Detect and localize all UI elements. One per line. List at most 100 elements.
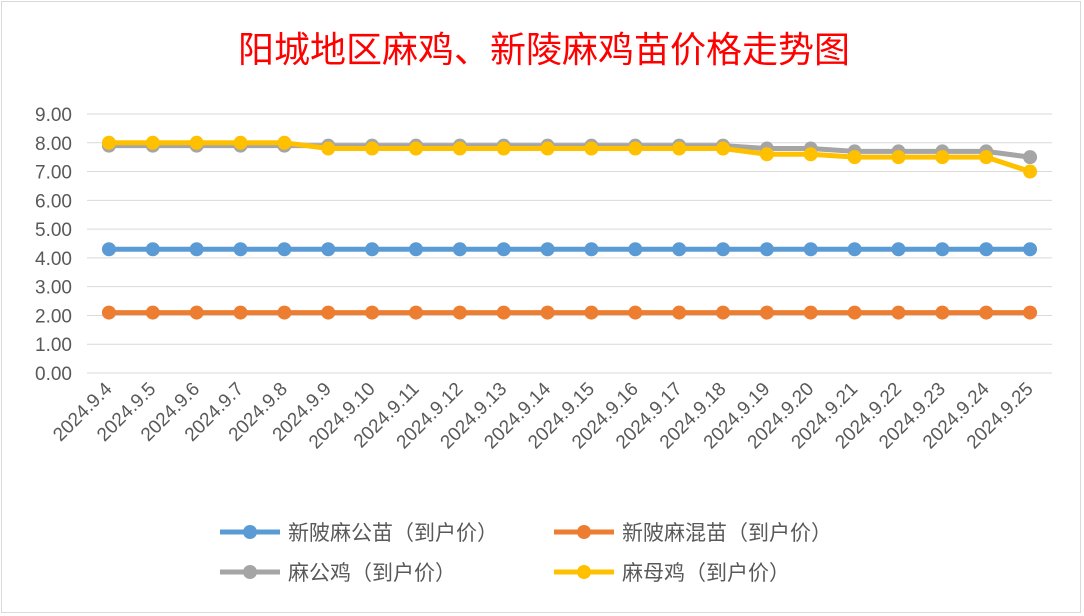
- y-tick-label: 4.00: [35, 249, 72, 270]
- data-point: [408, 242, 423, 257]
- data-point: [935, 242, 950, 257]
- data-point: [628, 242, 643, 257]
- data-point: [145, 242, 160, 257]
- data-point: [277, 305, 292, 320]
- data-point: [540, 141, 555, 156]
- legend-item: 新陂麻混苗（到户价）: [554, 521, 832, 545]
- data-point: [935, 305, 950, 320]
- data-point: [452, 141, 467, 156]
- legend-item: 麻母鸡（到户价）: [554, 561, 790, 585]
- legend-marker: [243, 525, 257, 539]
- data-point: [101, 135, 116, 150]
- data-point: [321, 242, 336, 257]
- data-point: [759, 305, 774, 320]
- data-point: [540, 305, 555, 320]
- data-point: [277, 135, 292, 150]
- data-point: [365, 242, 380, 257]
- x-axis-tick-labels: 2024.9.42024.9.52024.9.62024.9.72024.9.8…: [49, 378, 1037, 453]
- y-tick-label: 2.00: [35, 306, 72, 327]
- y-tick-label: 7.00: [35, 163, 72, 184]
- data-point: [189, 242, 204, 257]
- y-tick-label: 5.00: [35, 220, 72, 241]
- data-point: [496, 305, 511, 320]
- data-point: [891, 305, 906, 320]
- series-line: [108, 140, 1031, 174]
- data-point: [145, 135, 160, 150]
- data-point: [321, 305, 336, 320]
- data-point: [365, 305, 380, 320]
- data-point: [540, 242, 555, 257]
- gridlines: [87, 113, 1052, 374]
- data-point: [233, 242, 248, 257]
- data-point: [759, 242, 774, 257]
- data-point: [759, 147, 774, 162]
- y-tick-label: 8.00: [35, 134, 72, 155]
- series-2: [101, 305, 1038, 320]
- data-point: [321, 141, 336, 156]
- data-point: [628, 305, 643, 320]
- series-line: [108, 143, 1031, 160]
- chart-title: 阳城地区麻鸡、新陵麻鸡苗价格走势图: [238, 30, 850, 71]
- y-axis-tick-labels: 0.00 1.00 2.00 3.00 4.00 5.00 6.00 7.00 8.00 9.00: [35, 105, 72, 385]
- series-lines: [101, 135, 1038, 320]
- data-point: [672, 242, 687, 257]
- data-point: [452, 305, 467, 320]
- legend-label: 麻母鸡（到户价）: [622, 561, 790, 585]
- legend-label: 麻公鸡（到户价）: [288, 561, 456, 585]
- data-point: [628, 141, 643, 156]
- data-point: [408, 141, 423, 156]
- y-tick-label: 0.00: [35, 364, 72, 385]
- legend-marker: [243, 565, 257, 579]
- series-4: [101, 135, 1038, 179]
- data-point: [1023, 150, 1038, 165]
- data-point: [979, 305, 994, 320]
- data-point: [408, 305, 423, 320]
- data-point: [847, 150, 862, 165]
- data-point: [979, 150, 994, 165]
- y-tick-label: 1.00: [35, 335, 72, 356]
- data-point: [891, 150, 906, 165]
- data-point: [1023, 242, 1038, 257]
- data-point: [847, 305, 862, 320]
- legend-label: 新陂麻混苗（到户价）: [622, 521, 832, 545]
- data-point: [365, 141, 380, 156]
- data-point: [189, 305, 204, 320]
- data-point: [101, 305, 116, 320]
- data-point: [452, 242, 467, 257]
- data-point: [1023, 164, 1038, 179]
- series-1: [101, 242, 1038, 257]
- y-tick-label: 6.00: [35, 191, 72, 212]
- data-point: [803, 147, 818, 162]
- data-point: [935, 150, 950, 165]
- legend-marker: [577, 525, 591, 539]
- data-point: [803, 242, 818, 257]
- data-point: [716, 305, 731, 320]
- data-point: [101, 242, 116, 257]
- data-point: [716, 141, 731, 156]
- data-point: [803, 305, 818, 320]
- data-point: [1023, 305, 1038, 320]
- legend: 新陂麻公苗（到户价） 新陂麻混苗（到户价） 麻公鸡（到户价） 麻母鸡（到户价）: [220, 521, 832, 585]
- data-point: [189, 135, 204, 150]
- legend-marker: [577, 565, 591, 579]
- data-point: [277, 242, 292, 257]
- data-point: [716, 242, 731, 257]
- data-point: [584, 305, 599, 320]
- data-point: [496, 242, 511, 257]
- data-point: [496, 141, 511, 156]
- data-point: [233, 135, 248, 150]
- data-point: [847, 242, 862, 257]
- y-tick-label: 9.00: [35, 105, 72, 126]
- data-point: [891, 242, 906, 257]
- data-point: [233, 305, 248, 320]
- legend-item: 新陂麻公苗（到户价）: [220, 521, 498, 545]
- data-point: [979, 242, 994, 257]
- data-point: [672, 141, 687, 156]
- data-point: [672, 305, 687, 320]
- data-point: [584, 141, 599, 156]
- y-tick-label: 3.00: [35, 278, 72, 299]
- legend-item: 麻公鸡（到户价）: [220, 561, 456, 585]
- data-point: [584, 242, 599, 257]
